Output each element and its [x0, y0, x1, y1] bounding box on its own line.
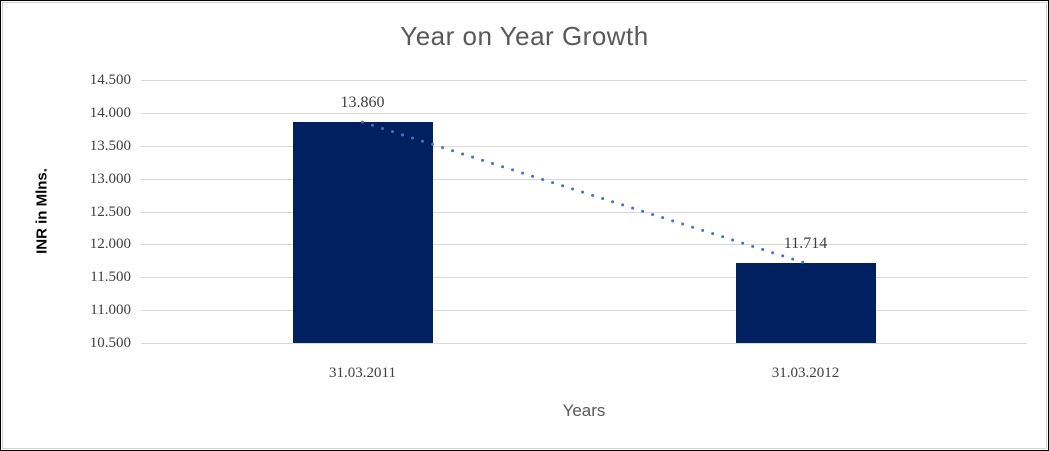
x-axis-title: Years [562, 401, 606, 420]
gridline [141, 145, 1027, 147]
gridline [141, 343, 1027, 344]
y-tick-label: 10.500 [89, 335, 131, 351]
y-tick-label: 11.500 [90, 269, 131, 286]
gridline [141, 178, 1027, 180]
gridline [141, 112, 1027, 114]
bar-data-label: 13.860 [340, 94, 385, 112]
y-tick-label: 14.500 [89, 72, 131, 88]
gridline [141, 277, 1027, 279]
gridline [141, 244, 1027, 246]
x-tick-label: 31.03.2012 [771, 365, 840, 381]
bar-data-label: 11.714 [783, 235, 828, 253]
gridline [141, 310, 1027, 312]
gridline [141, 80, 1027, 81]
y-tick-label: 13.500 [89, 137, 131, 154]
plot-area [141, 80, 1027, 344]
y-tick-label: 13.000 [89, 170, 131, 187]
chart-title: Year on Year Growth [400, 21, 649, 51]
y-tick-label: 11.000 [90, 302, 131, 319]
y-tick-label: 12.500 [89, 203, 131, 220]
y-tick-label: 14.000 [89, 104, 131, 121]
bar-31.03.2012 [735, 263, 876, 343]
gridline [141, 211, 1027, 213]
x-tick-label: 31.03.2011 [329, 365, 396, 381]
bar-31.03.2011 [292, 122, 433, 343]
y-tick-label: 12.000 [89, 236, 131, 253]
